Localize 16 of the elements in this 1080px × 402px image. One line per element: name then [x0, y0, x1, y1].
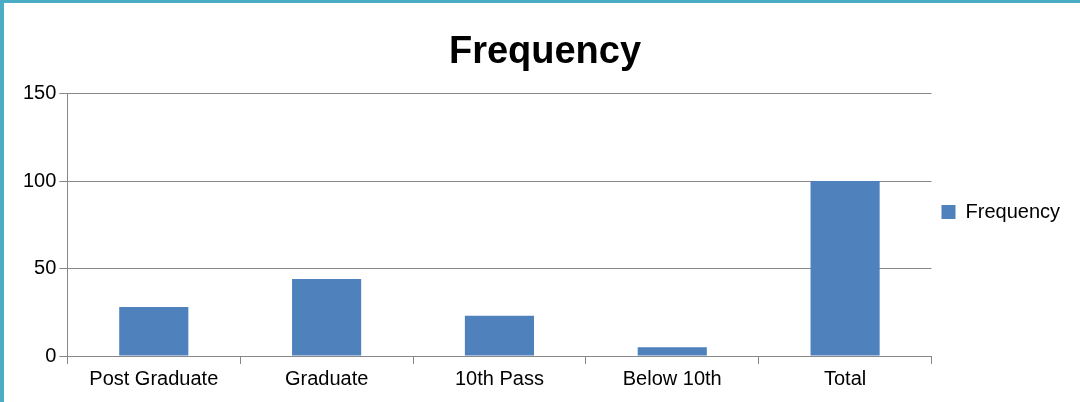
- bar: [810, 181, 880, 356]
- bar: [119, 307, 189, 356]
- bar: [464, 315, 534, 356]
- legend-label: Frequency: [965, 199, 1061, 222]
- bar: [292, 279, 362, 356]
- y-tick-label: 50: [34, 256, 57, 279]
- x-tick-label: Below 10th: [622, 366, 722, 389]
- y-tick-label: 0: [45, 343, 57, 366]
- x-tick-label: 10th Pass: [454, 366, 544, 389]
- chart-title: Frequency: [448, 29, 642, 72]
- bar: [637, 347, 707, 356]
- y-tick-label: 150: [22, 81, 57, 104]
- x-tick-label: Graduate: [284, 366, 369, 389]
- x-tick-label: Total: [823, 366, 867, 389]
- x-tick-label: Post Graduate: [89, 366, 219, 389]
- y-tick-label: 100: [22, 168, 57, 191]
